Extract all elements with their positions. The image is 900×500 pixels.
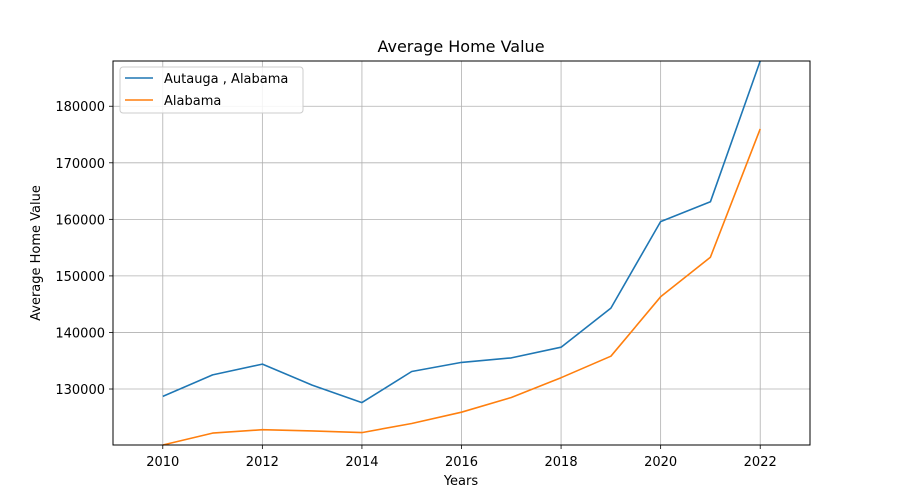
y-tick-label: 160000 bbox=[55, 213, 105, 228]
legend: Autauga , Alabama Alabama bbox=[119, 66, 304, 114]
x-axis: 2010 2012 2014 2016 2018 2020 2022 bbox=[146, 445, 777, 470]
y-tick-label: 150000 bbox=[55, 270, 105, 285]
x-tick-label: 2022 bbox=[744, 455, 777, 470]
series-line-2 bbox=[162, 128, 761, 446]
y-axis: 130000 140000 150000 160000 170000 180000 bbox=[55, 100, 113, 398]
y-tick-label: 130000 bbox=[55, 383, 105, 398]
x-tick-label: 2010 bbox=[146, 455, 179, 470]
x-axis-label: Years bbox=[443, 474, 479, 489]
x-tick-label: 2016 bbox=[445, 455, 478, 470]
series-layer bbox=[162, 60, 761, 446]
x-tick-label: 2020 bbox=[644, 455, 677, 470]
legend-label-1: Autauga , Alabama bbox=[164, 72, 288, 87]
x-tick-label: 2012 bbox=[246, 455, 279, 470]
legend-box bbox=[119, 66, 304, 114]
grid-layer bbox=[113, 61, 810, 445]
x-tick-label: 2018 bbox=[545, 455, 578, 470]
y-tick-label: 170000 bbox=[55, 157, 105, 172]
y-tick-label: 140000 bbox=[55, 326, 105, 341]
y-tick-label: 180000 bbox=[55, 100, 105, 115]
y-axis-label: Average Home Value bbox=[29, 185, 44, 321]
legend-label-2: Alabama bbox=[164, 94, 221, 109]
series-line-1 bbox=[162, 60, 761, 404]
chart-title: Average Home Value bbox=[377, 37, 544, 56]
x-tick-label: 2014 bbox=[345, 455, 378, 470]
